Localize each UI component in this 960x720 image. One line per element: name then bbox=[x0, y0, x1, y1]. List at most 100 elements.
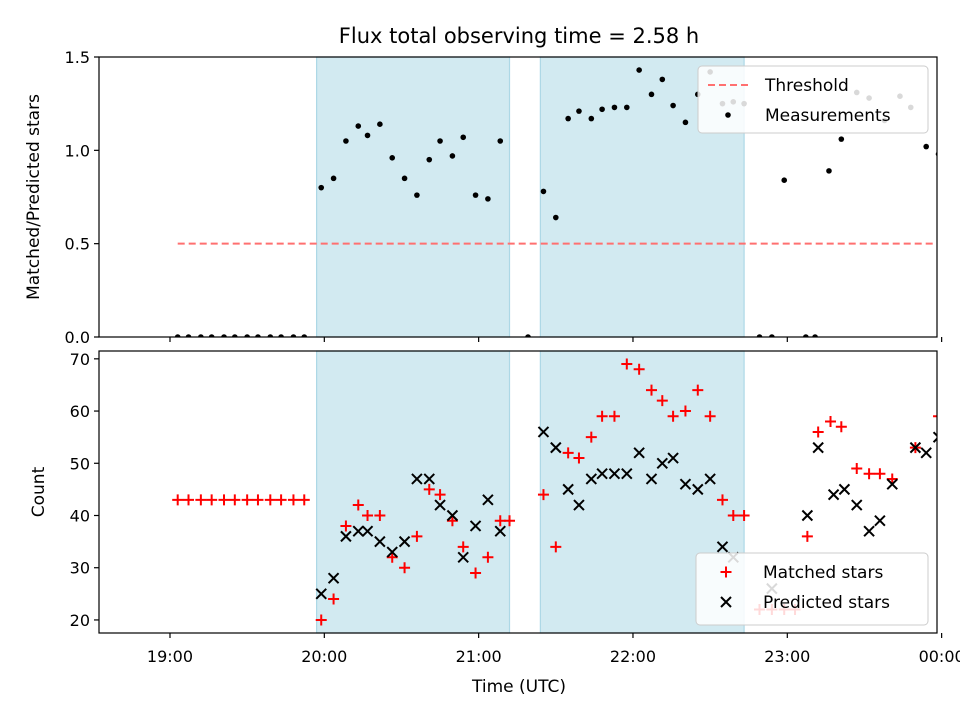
y-tick-label: 0.5 bbox=[65, 235, 90, 254]
data-point bbox=[838, 483, 851, 496]
data-point bbox=[667, 410, 679, 422]
data-point bbox=[330, 175, 337, 182]
data-point bbox=[525, 334, 531, 337]
data-point bbox=[287, 494, 299, 506]
data-point bbox=[596, 410, 608, 422]
data-point bbox=[252, 494, 264, 506]
data-point bbox=[457, 541, 469, 553]
top-panel: 0.0 0.5 1.0 1.5 bbox=[65, 48, 943, 347]
plot-area bbox=[172, 358, 960, 626]
y-tick-label: 50 bbox=[70, 454, 90, 473]
data-point bbox=[838, 136, 845, 142]
y-tick-label: 1.5 bbox=[65, 48, 90, 67]
data-point bbox=[244, 334, 250, 337]
data-point bbox=[944, 500, 954, 510]
data-point bbox=[423, 483, 435, 495]
data-point bbox=[825, 416, 837, 427]
data-point bbox=[540, 188, 547, 195]
data-point bbox=[851, 463, 863, 474]
data-point bbox=[886, 473, 898, 485]
data-point bbox=[374, 510, 386, 521]
data-point bbox=[909, 441, 922, 454]
data-point bbox=[470, 567, 482, 579]
data-point bbox=[389, 155, 396, 161]
x-axis-label: Time (UTC) bbox=[471, 677, 566, 697]
data-point bbox=[255, 334, 261, 337]
y-tick-label: 60 bbox=[70, 402, 90, 421]
data-point bbox=[812, 441, 824, 454]
y-tick-label: 0.0 bbox=[65, 328, 90, 347]
data-point bbox=[497, 138, 504, 144]
x-tick-label: 22:00 bbox=[610, 647, 656, 666]
data-point bbox=[803, 334, 809, 337]
data-point bbox=[301, 334, 308, 337]
data-point bbox=[355, 123, 362, 129]
data-point bbox=[482, 494, 494, 506]
bottom-y-axis-label: Count bbox=[29, 466, 49, 517]
data-point bbox=[621, 468, 633, 480]
data-point bbox=[863, 468, 875, 480]
data-point bbox=[656, 395, 668, 407]
data-point bbox=[208, 334, 215, 337]
y-tick-label: 20 bbox=[70, 611, 90, 630]
data-point bbox=[692, 384, 704, 396]
data-point bbox=[923, 143, 929, 150]
x-tick-label: 00:00 bbox=[919, 647, 960, 666]
data-point bbox=[727, 510, 739, 521]
data-point bbox=[955, 516, 960, 526]
y-tick-label: 40 bbox=[70, 507, 90, 526]
data-point bbox=[716, 494, 728, 506]
data-point bbox=[198, 334, 204, 337]
data-point bbox=[550, 441, 562, 454]
y-tick-label: 1.0 bbox=[65, 141, 90, 160]
data-point bbox=[315, 588, 327, 600]
data-point bbox=[401, 175, 408, 182]
data-point bbox=[482, 551, 494, 563]
data-point bbox=[955, 458, 960, 469]
data-point bbox=[667, 452, 679, 464]
legend-label: Measurements bbox=[765, 106, 891, 126]
data-point bbox=[562, 483, 574, 496]
data-point bbox=[716, 541, 729, 553]
data-point bbox=[920, 447, 932, 459]
data-point bbox=[781, 177, 788, 183]
data-point bbox=[290, 334, 297, 337]
data-point bbox=[608, 468, 621, 480]
data-point bbox=[585, 473, 598, 485]
data-point bbox=[275, 494, 287, 506]
data-point bbox=[241, 494, 253, 506]
data-point bbox=[386, 546, 398, 558]
data-point bbox=[172, 494, 184, 506]
data-point bbox=[460, 134, 467, 141]
data-point bbox=[221, 334, 227, 337]
data-point bbox=[645, 384, 657, 396]
observing-window bbox=[316, 350, 511, 634]
data-point bbox=[340, 520, 352, 532]
data-point bbox=[426, 156, 433, 163]
bottom-legend: Matched stars Predicted stars bbox=[695, 552, 929, 626]
data-point bbox=[185, 334, 192, 337]
data-point bbox=[504, 515, 516, 527]
data-point bbox=[562, 447, 574, 459]
x-tick-label: 20:00 bbox=[301, 647, 347, 666]
data-point bbox=[537, 426, 550, 438]
data-point bbox=[352, 525, 364, 537]
legend-label: Threshold bbox=[764, 76, 849, 96]
data-point bbox=[863, 525, 875, 537]
data-point bbox=[537, 489, 549, 501]
top-legend: Threshold Measurements bbox=[697, 65, 929, 134]
data-point bbox=[457, 551, 469, 563]
data-point bbox=[596, 468, 608, 480]
data-point bbox=[874, 468, 886, 480]
data-point bbox=[611, 104, 618, 111]
data-point bbox=[399, 562, 411, 574]
data-point bbox=[386, 551, 398, 563]
chart-title: Flux total observing time = 2.58 h bbox=[339, 24, 699, 48]
data-point bbox=[264, 494, 276, 506]
data-point bbox=[812, 426, 824, 438]
data-point bbox=[343, 138, 349, 144]
data-point bbox=[585, 431, 597, 443]
data-point bbox=[449, 153, 456, 159]
data-point bbox=[656, 457, 669, 469]
data-point bbox=[232, 334, 238, 337]
